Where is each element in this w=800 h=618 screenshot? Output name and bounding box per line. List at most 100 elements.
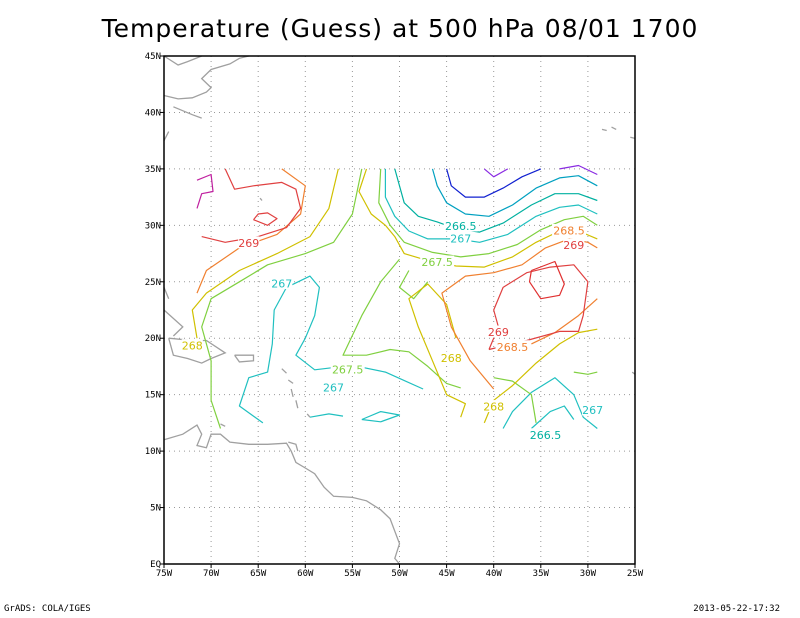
y-tick-label: 30N	[145, 221, 161, 231]
coastline-segment	[630, 136, 636, 140]
y-tick-label: 45N	[145, 52, 161, 62]
coastline-segment	[173, 106, 202, 119]
contour-line-268	[191, 168, 339, 339]
contour-line-267-5	[342, 258, 461, 389]
y-tick-label: 10N	[145, 447, 161, 457]
contour-line-268	[358, 168, 598, 268]
coastline-segment	[163, 55, 202, 66]
y-tick-label: 25N	[145, 278, 161, 288]
coastline-segment	[163, 55, 249, 100]
axis-ticks: 75W 70W 65W 60W 55W 50W 45W 40W 35W 30W 25W EQ 5N 10N…	[145, 52, 644, 579]
contour-label: 267	[582, 404, 603, 417]
contour-labels: 266.5267268.5269269267.5267268269268.526…	[181, 219, 604, 442]
y-tick-label: EQ	[150, 560, 161, 570]
contour-line-269	[488, 264, 589, 351]
y-tick-label: 20N	[145, 334, 161, 344]
contour-line-268	[408, 283, 466, 418]
contour-label-bg	[181, 339, 203, 352]
coastline-segment	[163, 309, 184, 337]
grid-lines	[164, 56, 635, 564]
x-tick-label: 50W	[391, 569, 408, 579]
contour-label: 268	[182, 340, 203, 353]
contour-line-267-5	[378, 168, 598, 258]
contour-line-267	[530, 405, 575, 429]
map-title: Temperature (Guess) at 500 hPa 08/01 170…	[101, 14, 699, 43]
x-tick-label: 70W	[203, 569, 220, 579]
contour-label-bg	[440, 351, 462, 364]
contour-label-bg	[322, 380, 345, 393]
contour-line-269	[201, 168, 302, 243]
contour-line-267	[361, 411, 401, 423]
contour-label-bg	[271, 277, 293, 290]
contour-label-bg	[552, 223, 587, 236]
contour-label-bg	[238, 236, 260, 249]
contour-label: 266.5	[530, 429, 562, 442]
contour-label-bg	[450, 231, 472, 244]
coastline-segment	[220, 423, 226, 427]
contour-line-270	[196, 173, 214, 209]
footer-timestamp: 2013-05-22-17:32	[693, 604, 780, 614]
contour-label: 269	[488, 326, 509, 339]
contour-label-bg	[487, 325, 510, 338]
footer-credit: GrADS: COLA/IGES	[4, 604, 91, 614]
contour-label-bg	[483, 400, 505, 413]
coastline-segment	[281, 368, 287, 374]
coastline-segment	[611, 126, 617, 130]
contour-label: 267	[450, 232, 471, 245]
contour-label-bg	[330, 362, 365, 375]
contour-line-267-5	[201, 168, 363, 429]
contour-label: 268	[441, 352, 462, 365]
x-tick-label: 45W	[438, 569, 455, 579]
contour-lines	[191, 164, 598, 429]
contour-label-bg	[563, 238, 585, 251]
coastline-segment	[259, 197, 263, 201]
contour-line-266-5	[394, 168, 598, 233]
x-tick-label: 65W	[250, 569, 267, 579]
contour-label: 268	[483, 401, 504, 414]
contour-line-267-5	[573, 371, 598, 375]
contour-label: 267	[323, 381, 344, 394]
contour-label: 269	[238, 237, 259, 250]
coastline-segment	[163, 424, 401, 565]
x-tick-label: 30W	[580, 569, 597, 579]
x-tick-label: 55W	[344, 569, 361, 579]
contour-label: 268.5	[553, 224, 585, 237]
coastline-segment	[287, 379, 294, 384]
y-tick-label: 35N	[145, 165, 161, 175]
contour-line-265-5	[446, 168, 542, 198]
x-tick-label: 25W	[627, 569, 644, 579]
contour-label: 267.5	[421, 256, 453, 269]
coastline-segment	[288, 441, 299, 452]
coastline-segment	[295, 400, 299, 409]
coastline-segment	[601, 128, 607, 132]
contour-line-265-5	[483, 168, 509, 178]
y-tick-label: 15N	[145, 391, 161, 401]
contour-label-bg	[495, 340, 530, 353]
contour-line-268-5	[531, 298, 598, 345]
contour-label-bg	[420, 255, 455, 268]
contour-line-267-5	[493, 377, 537, 423]
coastline-segment	[306, 413, 311, 418]
coastline-segment	[163, 131, 170, 141]
contour-label-bg	[582, 403, 604, 416]
contour-line-268-5	[441, 238, 598, 390]
contour-label: 267.5	[332, 363, 364, 376]
coastlines	[163, 55, 636, 565]
coastline-segment	[163, 287, 170, 299]
x-tick-label: 60W	[297, 569, 314, 579]
y-tick-label: 5N	[150, 504, 161, 514]
contour-line-265-5	[559, 164, 598, 176]
coastline-segment	[290, 388, 294, 398]
coastline-segment	[234, 354, 255, 363]
contour-label: 268.5	[497, 341, 529, 354]
contour-line-267	[238, 287, 288, 424]
contour-label: 267	[271, 278, 292, 291]
contour-line-267	[502, 377, 598, 429]
contour-label-bg	[528, 428, 563, 441]
contour-line-269	[253, 212, 278, 226]
contour-line-267	[309, 413, 344, 418]
x-tick-label: 40W	[486, 569, 503, 579]
contour-label: 266.5	[445, 220, 477, 233]
contour-line-268-5	[196, 168, 306, 294]
